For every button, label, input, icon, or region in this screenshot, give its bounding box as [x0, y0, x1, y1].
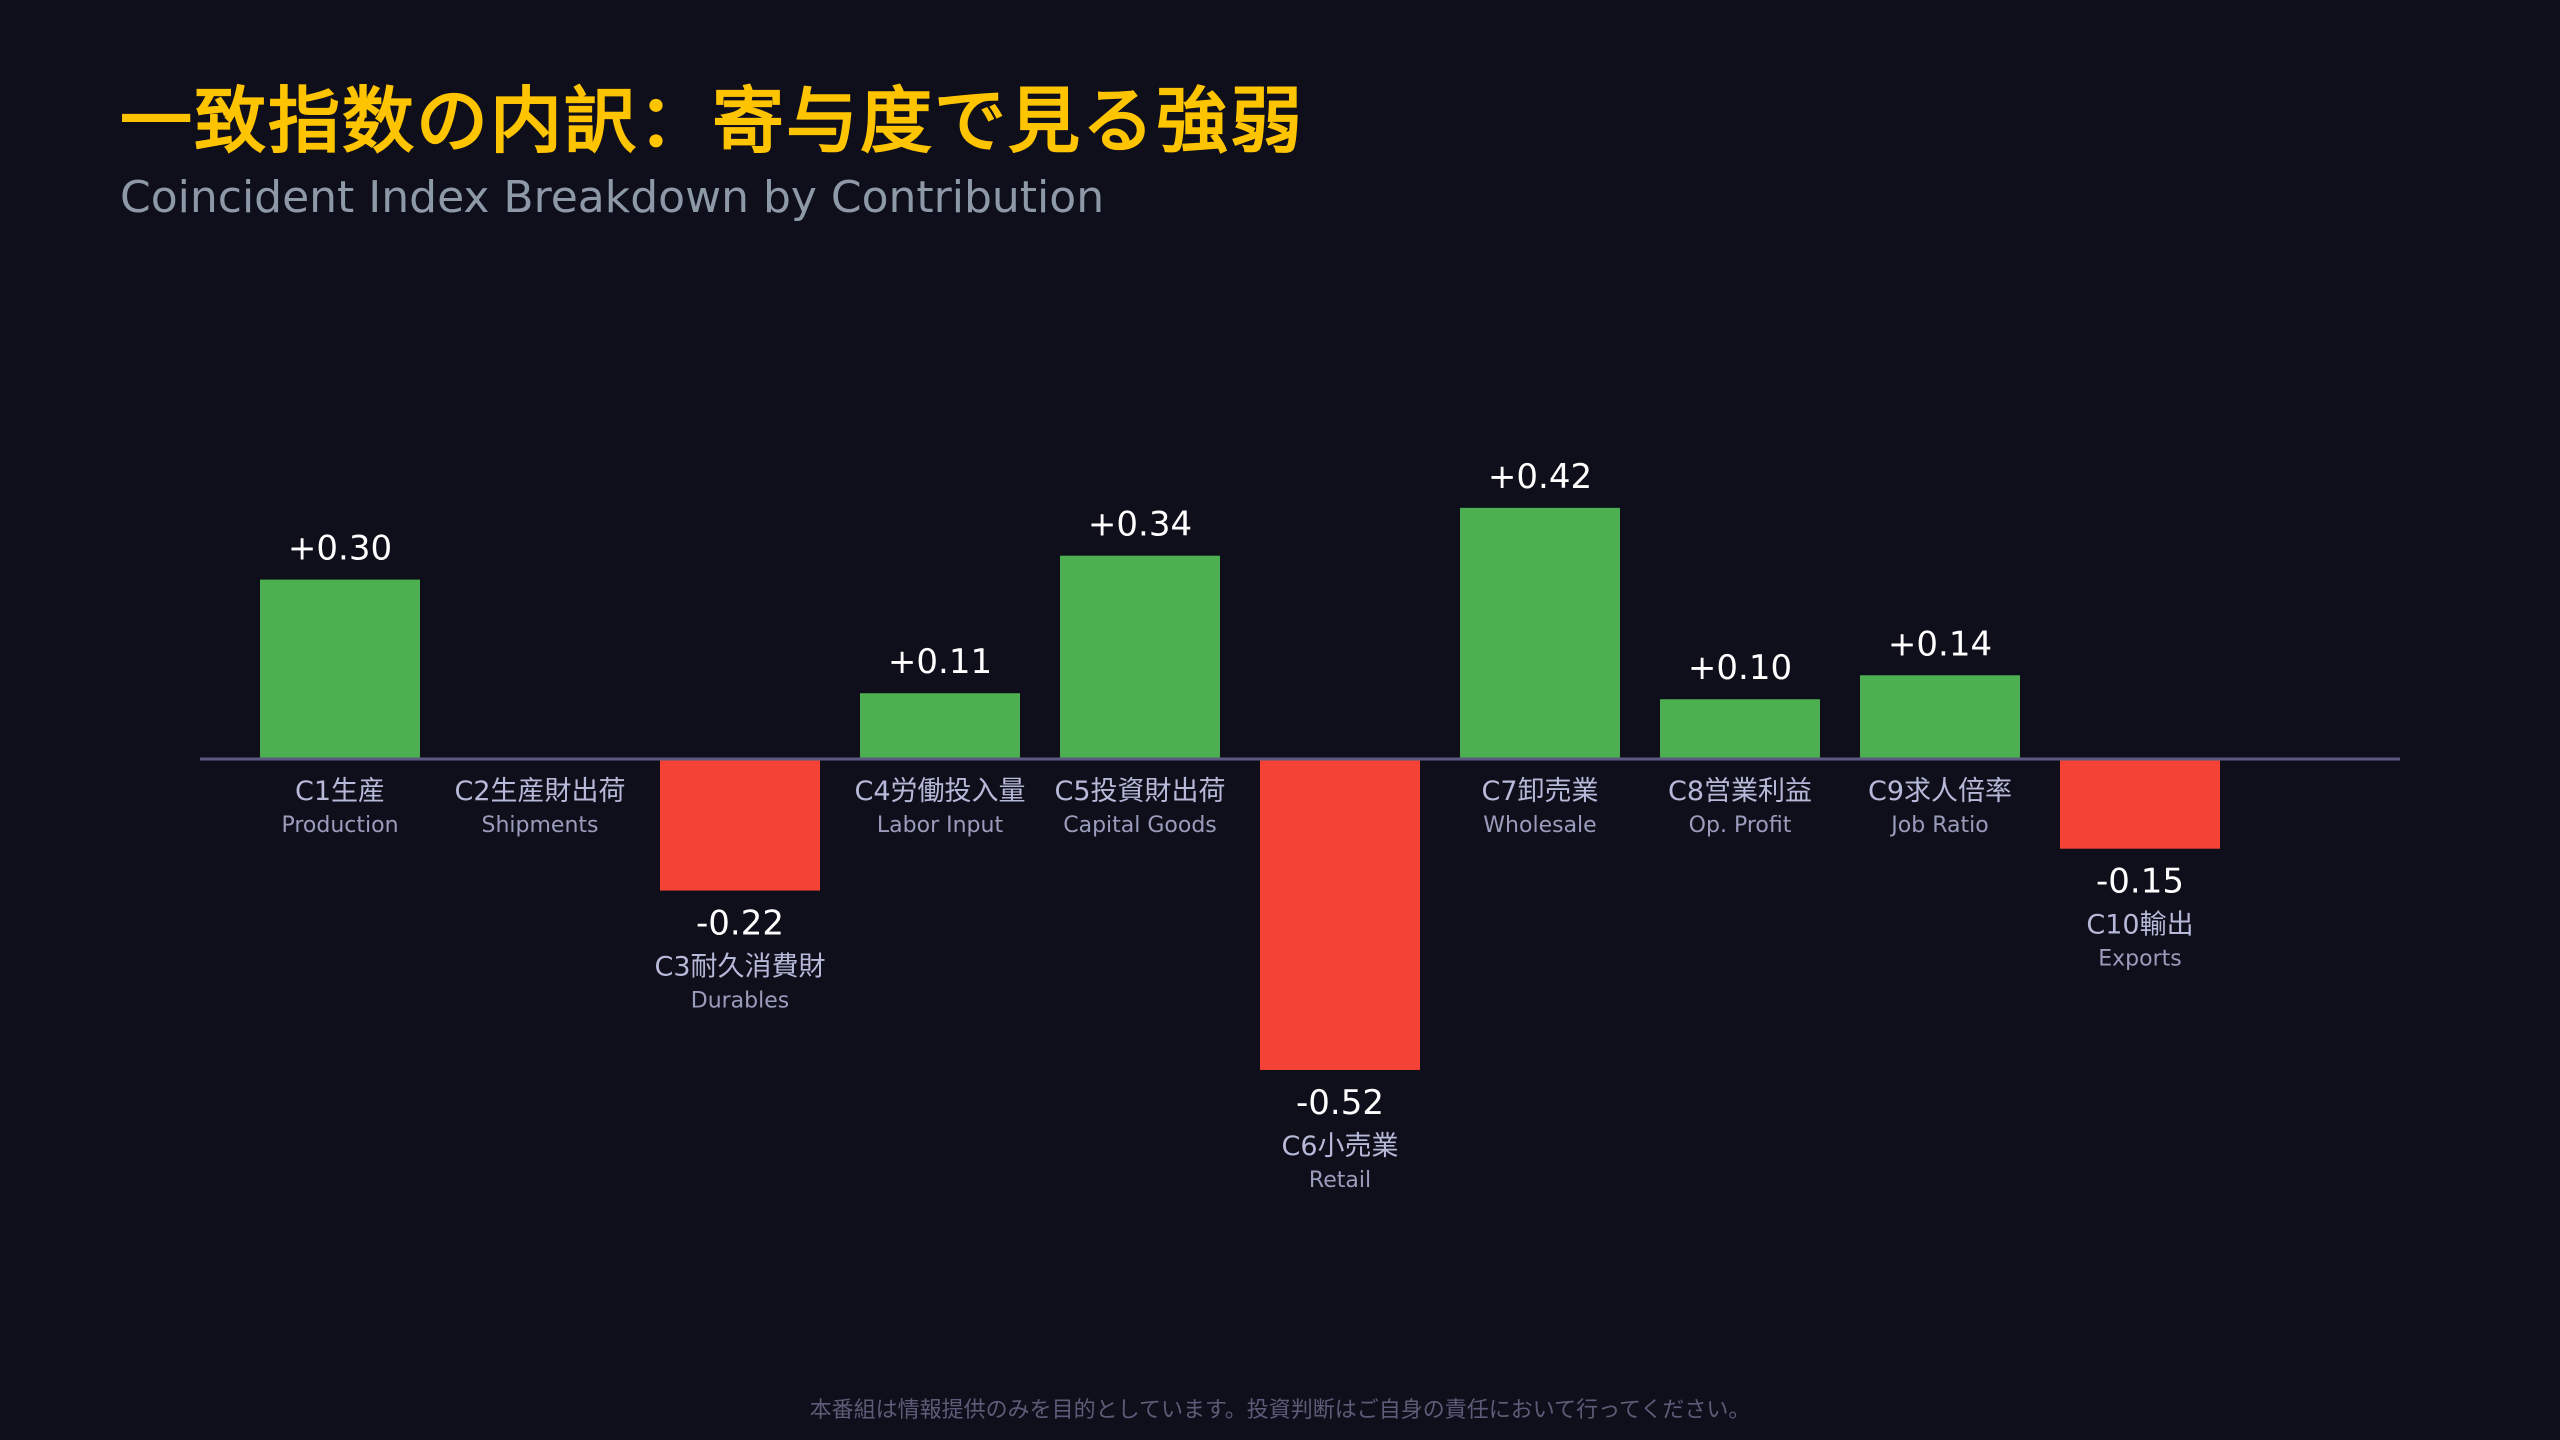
category-sublabel-7: Wholesale — [1483, 813, 1596, 838]
category-label-9: C9求人倍率 — [1868, 776, 2012, 807]
category-label-2: C2生産財出荷 — [454, 776, 625, 807]
category-sublabel-8: Op. Profit — [1689, 813, 1792, 838]
category-label-8: C8営業利益 — [1668, 776, 1812, 807]
bar-4 — [860, 693, 1020, 759]
category-label-6: C6小売業 — [1281, 1131, 1398, 1162]
category-label-10: C10輸出 — [2086, 910, 2193, 941]
value-label-1: +0.30 — [288, 529, 392, 569]
category-sublabel-10: Exports — [2098, 947, 2181, 972]
bar-10 — [2060, 759, 2220, 849]
value-label-5: +0.34 — [1088, 505, 1192, 545]
value-label-6: -0.52 — [1296, 1083, 1384, 1123]
category-sublabel-4: Labor Input — [877, 813, 1004, 838]
page-subtitle: Coincident Index Breakdown by Contributi… — [120, 172, 1105, 223]
page-title: 一致指数の内訳：寄与度で見る強弱 — [120, 79, 1305, 163]
category-sublabel-6: Retail — [1309, 1168, 1371, 1193]
value-label-10: -0.15 — [2096, 862, 2184, 902]
category-sublabel-3: Durables — [691, 989, 789, 1014]
value-label-4: +0.11 — [888, 642, 992, 682]
bar-8 — [1660, 699, 1820, 759]
value-label-9: +0.14 — [1888, 624, 1992, 664]
bar-6 — [1260, 759, 1420, 1070]
value-label-3: -0.22 — [696, 904, 784, 944]
value-label-8: +0.10 — [1688, 648, 1792, 688]
value-label-7: +0.42 — [1488, 457, 1592, 497]
category-sublabel-2: Shipments — [482, 813, 599, 838]
category-sublabel-1: Production — [281, 813, 398, 838]
category-sublabel-9: Job Ratio — [1889, 813, 1988, 838]
category-label-5: C5投資財出荷 — [1054, 776, 1225, 807]
category-label-1: C1生産 — [295, 776, 385, 807]
disclaimer: 本番組は情報提供のみを目的としています。投資判断はご自身の責任において行ってくだ… — [809, 1398, 1751, 1423]
bar-9 — [1860, 675, 2020, 759]
category-label-3: C3耐久消費財 — [654, 952, 825, 983]
bar-3 — [660, 759, 820, 891]
bar-7 — [1460, 507, 1620, 759]
category-label-4: C4労働投入量 — [854, 776, 1025, 807]
category-sublabel-5: Capital Goods — [1063, 813, 1217, 838]
bar-5 — [1060, 555, 1220, 759]
category-label-7: C7卸売業 — [1481, 776, 1598, 807]
bar-1 — [260, 579, 420, 759]
